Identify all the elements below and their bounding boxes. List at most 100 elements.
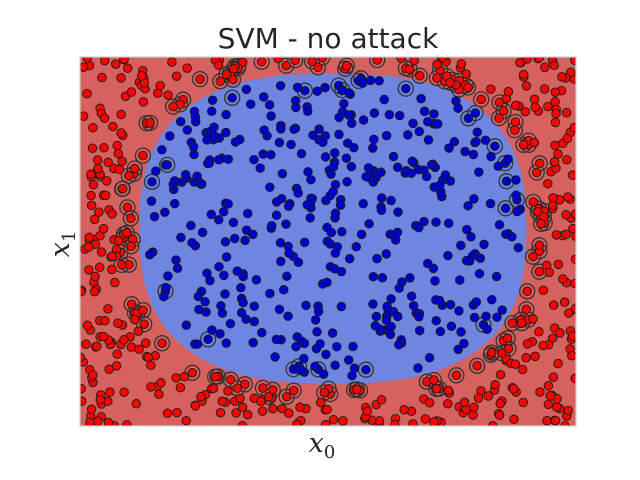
inner-class-point bbox=[221, 127, 231, 138]
inner-class-point bbox=[356, 229, 367, 240]
outer-class-point bbox=[542, 415, 552, 426]
outer-class-point bbox=[113, 148, 124, 159]
outer-class-point bbox=[208, 383, 219, 394]
inner-class-point bbox=[207, 325, 217, 335]
outer-class-point bbox=[510, 125, 520, 135]
inner-class-point bbox=[192, 171, 202, 181]
inner-class-point bbox=[151, 166, 161, 176]
inner-class-point bbox=[255, 163, 265, 173]
outer-class-point bbox=[490, 380, 500, 390]
inner-class-point bbox=[381, 130, 392, 141]
inner-class-point bbox=[497, 305, 507, 315]
outer-class-point bbox=[518, 140, 529, 150]
inner-class-point bbox=[487, 294, 497, 305]
outer-class-point bbox=[139, 319, 149, 329]
inner-class-point bbox=[189, 106, 200, 117]
inner-class-point bbox=[271, 210, 282, 221]
outer-class-point bbox=[86, 169, 96, 180]
outer-class-point bbox=[543, 178, 553, 189]
inner-class-point bbox=[305, 213, 315, 223]
outer-class-point bbox=[90, 271, 100, 282]
support-vector-ring bbox=[310, 361, 327, 378]
inner-class-point bbox=[461, 255, 472, 266]
inner-class-point bbox=[318, 369, 329, 379]
inner-class-point bbox=[392, 162, 403, 173]
outer-class-point bbox=[99, 113, 110, 123]
outer-class-point bbox=[130, 314, 140, 325]
inner-class-point bbox=[385, 229, 395, 240]
inner-class-point bbox=[393, 207, 403, 217]
inner-class-point bbox=[221, 109, 231, 120]
outer-class-point bbox=[113, 318, 123, 328]
outer-class-point bbox=[119, 335, 129, 345]
outer-class-point bbox=[98, 223, 109, 234]
inner-class-point bbox=[306, 174, 316, 185]
plot-area bbox=[80, 57, 576, 426]
outer-class-point bbox=[87, 143, 98, 153]
outer-class-point bbox=[143, 352, 154, 363]
support-vector-ring bbox=[134, 147, 152, 164]
inner-class-point bbox=[394, 110, 405, 121]
inner-class-point bbox=[289, 124, 299, 134]
inner-class-point bbox=[204, 158, 214, 169]
inner-class-point bbox=[503, 154, 513, 164]
outer-class-point bbox=[122, 420, 132, 426]
outer-class-point bbox=[538, 340, 548, 351]
outer-class-point bbox=[396, 57, 406, 63]
inner-class-point bbox=[236, 308, 247, 318]
inner-class-point bbox=[429, 109, 439, 119]
support-vector-ring bbox=[397, 80, 414, 97]
support-vector-ring bbox=[473, 91, 490, 108]
outer-class-point bbox=[116, 260, 127, 270]
outer-class-point bbox=[256, 396, 266, 407]
inner-class-point bbox=[336, 301, 347, 312]
inner-class-point bbox=[175, 116, 186, 127]
outer-class-point bbox=[528, 314, 538, 324]
outer-class-point bbox=[168, 101, 178, 112]
outer-class-point bbox=[268, 403, 278, 414]
outer-class-point bbox=[517, 318, 527, 328]
inner-class-point bbox=[325, 239, 336, 249]
outer-class-point bbox=[256, 57, 267, 67]
inner-class-point bbox=[307, 193, 318, 204]
inner-class-point bbox=[187, 237, 197, 248]
inner-class-point bbox=[248, 229, 258, 240]
outer-class-point bbox=[281, 391, 292, 402]
inner-class-point bbox=[206, 209, 217, 220]
outer-class-point bbox=[195, 74, 205, 84]
outer-class-point bbox=[146, 382, 156, 392]
outer-class-point bbox=[107, 209, 117, 219]
inner-class-point bbox=[361, 171, 371, 182]
outer-class-point bbox=[156, 378, 166, 388]
outer-class-point bbox=[138, 150, 148, 161]
outer-class-point bbox=[172, 407, 182, 418]
inner-class-point bbox=[283, 311, 293, 321]
outer-class-point bbox=[567, 350, 576, 361]
inner-class-point bbox=[302, 200, 313, 210]
outer-class-point bbox=[126, 87, 137, 97]
outer-class-point bbox=[550, 87, 561, 97]
inner-class-point bbox=[485, 198, 496, 209]
inner-class-point bbox=[149, 211, 160, 222]
inner-class-point bbox=[275, 80, 286, 91]
outer-class-point bbox=[138, 305, 148, 315]
outer-class-point bbox=[503, 343, 514, 354]
inner-class-point bbox=[347, 370, 357, 381]
inner-class-point bbox=[358, 198, 368, 209]
outer-class-point bbox=[99, 142, 109, 153]
outer-class-point bbox=[95, 394, 106, 405]
outer-class-point bbox=[432, 59, 442, 70]
outer-class-point bbox=[549, 60, 559, 71]
inner-class-point bbox=[291, 341, 301, 352]
inner-class-point bbox=[388, 151, 399, 162]
outer-class-point bbox=[456, 59, 467, 69]
inner-class-point bbox=[238, 271, 248, 282]
inner-class-point bbox=[377, 273, 388, 283]
outer-class-point bbox=[429, 375, 439, 385]
outer-class-point bbox=[107, 251, 117, 262]
inner-class-point bbox=[423, 116, 433, 127]
outer-class-point bbox=[563, 405, 573, 416]
outer-class-point bbox=[126, 241, 136, 252]
inner-class-point bbox=[500, 203, 511, 214]
